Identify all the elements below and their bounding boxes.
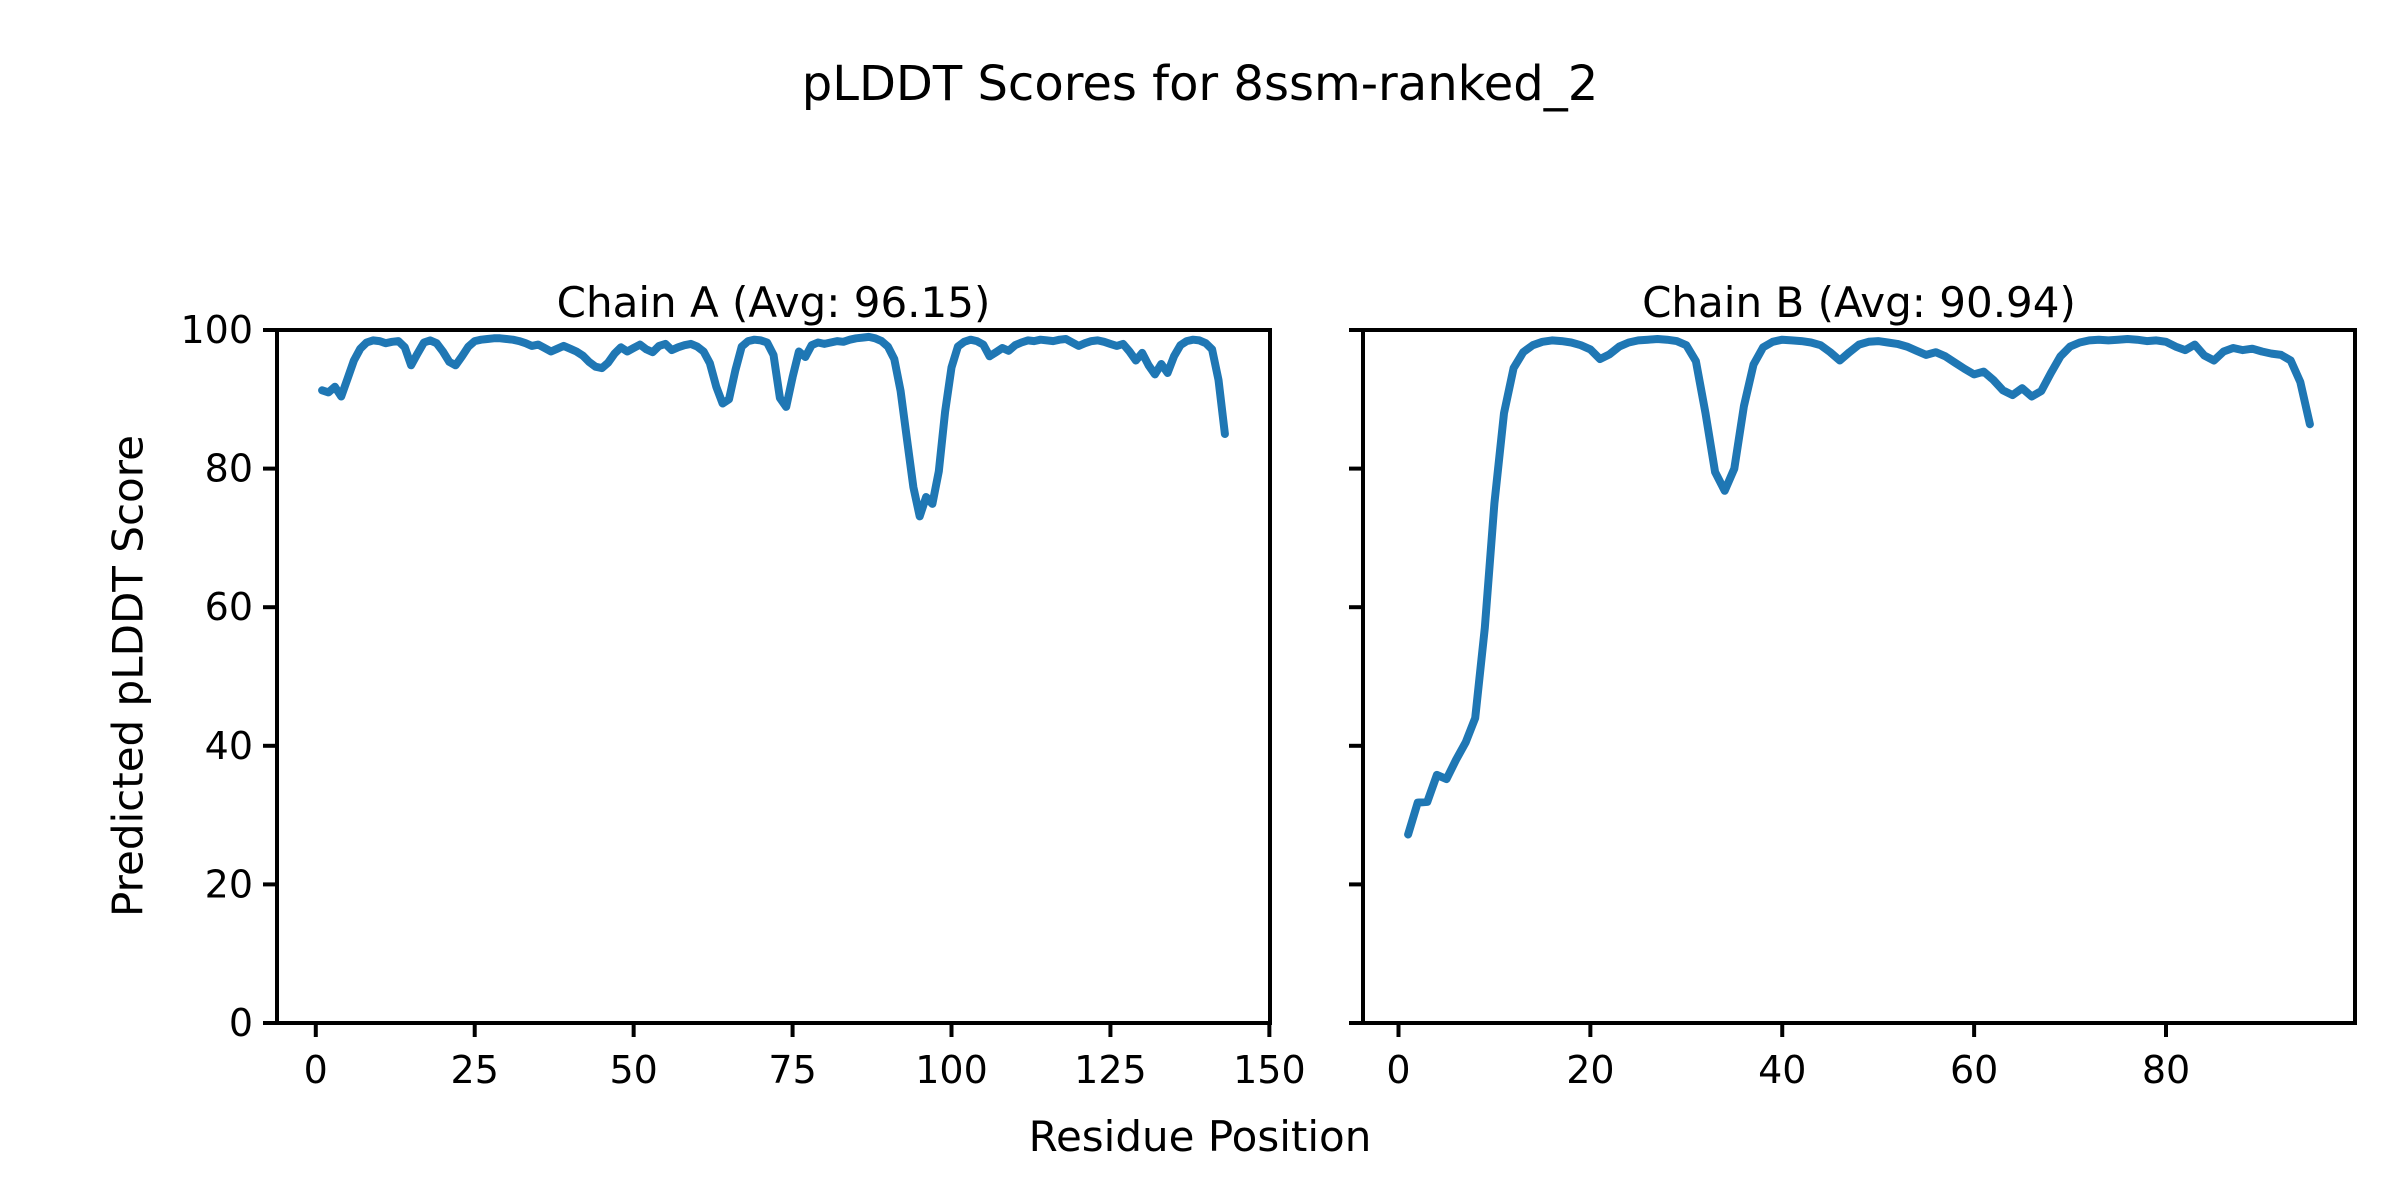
chain-a-subplot-title: Chain A (Avg: 96.15) [556, 278, 991, 327]
y-tick-label: 0 [229, 1001, 253, 1045]
axes-spines [275, 328, 1272, 1025]
x-tick-label: 25 [451, 1048, 499, 1092]
x-tick-label: 75 [768, 1048, 816, 1092]
figure-title: pLDDT Scores for 8ssm-ranked_2 [801, 56, 1599, 112]
x-tick-label: 150 [1233, 1048, 1306, 1092]
axes-spines [1361, 328, 2357, 1025]
x-tick-label: 0 [1386, 1048, 1410, 1092]
x-tick-label: 50 [609, 1048, 657, 1092]
y-tick-label: 100 [180, 308, 253, 352]
plddt-line-chain-A [318, 332, 1229, 521]
chain-b-plot: 0 20 40 60 80 [1349, 328, 2357, 1092]
y-axis-label: Predicted pLDDT Score [103, 435, 153, 917]
x-tick-label: 60 [1950, 1048, 1998, 1092]
plddt-line-chain-B [1404, 335, 2314, 839]
y-tick-label: 40 [205, 724, 253, 768]
x-tick-label: 40 [1758, 1048, 1806, 1092]
x-tick-label: 20 [1566, 1048, 1614, 1092]
x-tick-label: 80 [2142, 1048, 2190, 1092]
x-tick-label: 0 [304, 1048, 328, 1092]
x-axis-label: Residue Position [1028, 1112, 1372, 1161]
chain-b-subplot-title: Chain B (Avg: 90.94) [1642, 278, 2076, 327]
y-tick-label: 20 [205, 862, 253, 906]
y-tick-label: 80 [205, 447, 253, 491]
y-tick-label: 60 [205, 585, 253, 629]
x-tick-label: 100 [915, 1048, 988, 1092]
chain-a-plot: 0 25 50 75 100 125 150 0 20 40 60 80 100 [180, 308, 1305, 1092]
x-tick-label: 125 [1074, 1048, 1147, 1092]
